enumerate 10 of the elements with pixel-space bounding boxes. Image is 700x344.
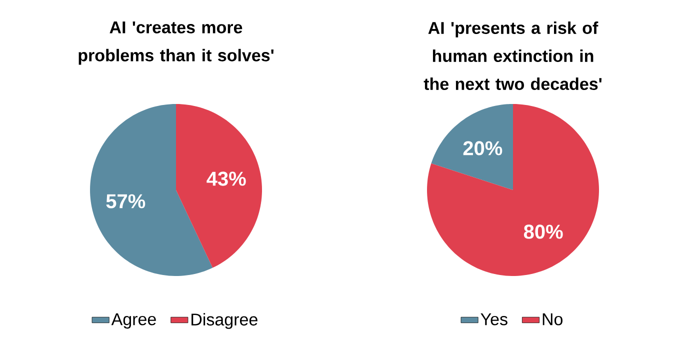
data-label: 20%: [463, 141, 502, 156]
legend-label: Yes: [480, 313, 508, 326]
chart-title: AI 'presents a risk of human extinction in the next two decades': [424, 22, 602, 90]
legend-label: No: [542, 313, 562, 326]
data-label: 80%: [524, 224, 563, 239]
legend-label: Agree: [111, 313, 156, 329]
data-label: 43%: [206, 172, 246, 186]
chart-title: AI 'creates more problems than it solves': [78, 22, 274, 65]
legend-label: Disagree: [192, 313, 258, 329]
data-label: 57%: [106, 194, 146, 208]
